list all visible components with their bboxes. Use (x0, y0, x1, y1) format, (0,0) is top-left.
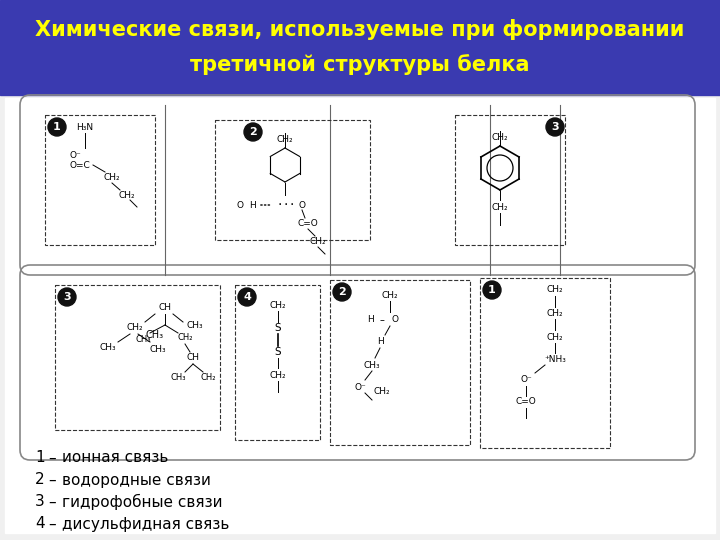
Text: 1: 1 (488, 285, 496, 295)
Text: CH₂: CH₂ (546, 333, 563, 341)
Text: 3: 3 (35, 495, 45, 510)
Text: дисульфидная связь: дисульфидная связь (62, 516, 230, 531)
Text: CH: CH (158, 303, 171, 313)
Text: CH₂: CH₂ (546, 308, 563, 318)
Text: O: O (299, 200, 305, 210)
Text: C=O: C=O (297, 219, 318, 227)
Text: O: O (236, 200, 243, 210)
Bar (455, 115, 565, 245)
Text: –: – (48, 516, 55, 531)
Text: CH₂: CH₂ (270, 300, 287, 309)
Text: ·: · (284, 198, 288, 212)
Text: CH₂: CH₂ (177, 334, 193, 342)
Bar (215, 120, 370, 240)
Text: C=O: C=O (516, 397, 536, 407)
Text: S: S (275, 323, 282, 333)
Bar (0, 0, 720, 95)
Text: O: O (392, 315, 398, 325)
Text: CH₃: CH₃ (150, 346, 166, 354)
Text: водородные связи: водородные связи (62, 472, 211, 488)
Text: 2: 2 (35, 472, 45, 488)
Bar (55, 285, 220, 430)
Text: CH: CH (186, 354, 199, 362)
Text: CH₂: CH₂ (492, 133, 508, 143)
Text: CH₂: CH₂ (200, 374, 216, 382)
Text: CH₃: CH₃ (99, 343, 117, 353)
Bar (45, 115, 155, 245)
Text: 1: 1 (53, 122, 61, 132)
Text: CH₃: CH₃ (186, 321, 203, 330)
Bar (5, 98, 715, 533)
Text: H₃N: H₃N (76, 123, 94, 132)
Text: CH₃: CH₃ (146, 330, 164, 340)
Text: 4: 4 (35, 516, 45, 531)
Text: CH₂: CH₂ (276, 136, 293, 145)
Text: CH₂: CH₂ (119, 191, 135, 199)
Text: –: – (48, 450, 55, 465)
Text: третичной структуры белка: третичной структуры белка (190, 55, 530, 76)
Text: CH₃: CH₃ (170, 374, 186, 382)
Text: –: – (48, 495, 55, 510)
Text: CH₂: CH₂ (382, 291, 398, 300)
Text: ·: · (278, 198, 282, 212)
Text: Химические связи, используемые при формировании: Химические связи, используемые при форми… (35, 19, 685, 40)
Text: CH₂: CH₂ (492, 202, 508, 212)
Circle shape (483, 281, 501, 299)
Text: H: H (366, 315, 374, 325)
Text: CH₂: CH₂ (104, 172, 120, 181)
Bar (330, 280, 470, 445)
Text: H: H (377, 338, 383, 347)
Text: ·: · (290, 198, 294, 212)
Text: –: – (379, 315, 384, 325)
Text: O⁻: O⁻ (69, 151, 81, 159)
Text: O⁻: O⁻ (520, 375, 532, 384)
Circle shape (244, 123, 262, 141)
Circle shape (238, 288, 256, 306)
Circle shape (333, 283, 351, 301)
Text: ионная связь: ионная связь (62, 450, 168, 465)
Text: CH₂: CH₂ (310, 237, 326, 246)
Circle shape (58, 288, 76, 306)
Text: O⁻: O⁻ (354, 382, 366, 392)
Text: 2: 2 (249, 127, 257, 137)
Text: H: H (250, 200, 256, 210)
Text: 1: 1 (35, 450, 45, 465)
Text: S: S (275, 347, 282, 357)
Text: CH₂: CH₂ (374, 387, 390, 395)
Text: CH₂: CH₂ (546, 286, 563, 294)
Circle shape (48, 118, 66, 136)
Text: 2: 2 (338, 287, 346, 297)
Text: 4: 4 (243, 292, 251, 302)
Text: –: – (48, 472, 55, 488)
Text: CH₃: CH₃ (364, 361, 380, 369)
Text: 3: 3 (552, 122, 559, 132)
Text: ⁺NH₃: ⁺NH₃ (544, 354, 566, 363)
Text: гидрофобные связи: гидрофобные связи (62, 494, 222, 510)
Circle shape (546, 118, 564, 136)
Text: O=C: O=C (70, 160, 91, 170)
Text: CH₃: CH₃ (135, 335, 150, 345)
Bar (480, 278, 610, 448)
Text: CH₂: CH₂ (270, 370, 287, 380)
Bar (235, 285, 320, 440)
Text: CH₂: CH₂ (127, 323, 143, 333)
Text: 3: 3 (63, 292, 71, 302)
